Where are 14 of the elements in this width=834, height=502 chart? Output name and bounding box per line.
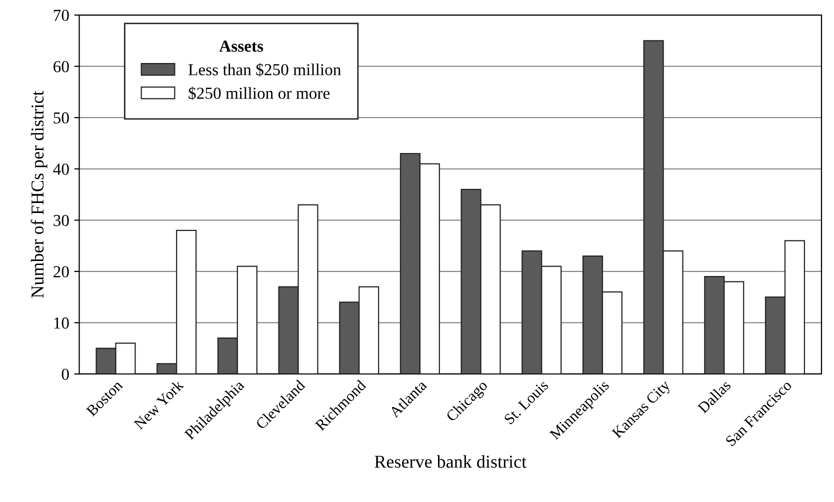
legend-label: $250 million or more bbox=[188, 86, 330, 100]
y-tick-label: 70 bbox=[54, 10, 69, 22]
y-tick-label: 30 bbox=[54, 214, 69, 226]
x-axis-title: Reserve bank district bbox=[374, 455, 526, 468]
y-axis-title: Number of FHCs per district bbox=[30, 90, 48, 298]
y-tick-label: 40 bbox=[53, 164, 69, 175]
y-tick-label: 10 bbox=[54, 317, 69, 329]
y-tick-label: 20 bbox=[54, 266, 69, 278]
y-tick-label: 60 bbox=[54, 61, 69, 72]
legend-title: Assets bbox=[219, 40, 264, 52]
x-tick-label: New York bbox=[133, 378, 184, 430]
y-tick-label: 50 bbox=[54, 112, 69, 124]
legend-label: Less than $250 million bbox=[188, 63, 341, 76]
y-tick-label: 0 bbox=[62, 368, 69, 380]
